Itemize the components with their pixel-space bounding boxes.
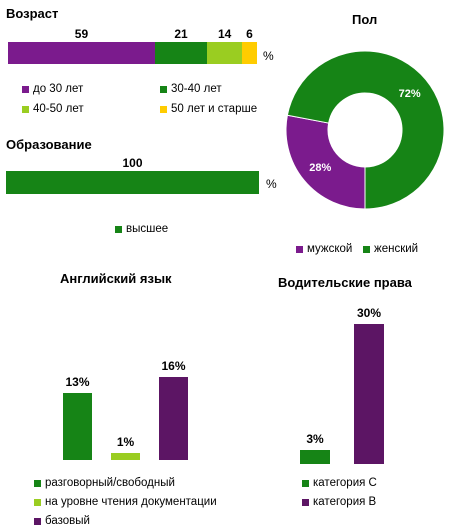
education-bar-value-label: 100	[122, 156, 143, 170]
age-legend-item: 30-40 лет	[160, 83, 222, 95]
age-bar-value-label: 6	[246, 27, 253, 41]
gender-donut-slice-label: 28%	[309, 162, 331, 174]
age-bar-segment	[8, 42, 155, 64]
age-bar-value-label: 21	[174, 27, 188, 41]
english-bar	[159, 377, 188, 460]
legend-swatch-icon	[34, 517, 41, 525]
gender-legend-label: мужской	[307, 243, 353, 255]
license-legend-item: категория С	[302, 477, 377, 489]
age-legend-label: до 30 лет	[33, 83, 84, 95]
english-legend-label: базовый	[45, 515, 90, 527]
education-unit-label: %	[266, 177, 277, 191]
age-bar-value-label: 14	[217, 27, 232, 41]
legend-swatch-icon	[22, 105, 29, 113]
english-legend-item: базовый	[34, 515, 90, 527]
license-chart-title: Водительские права	[278, 275, 412, 290]
education-legend-label: высшее	[126, 223, 169, 235]
legend-swatch-icon	[34, 479, 41, 487]
age-bar-segment	[154, 42, 208, 64]
license-bar-value-label: 30%	[356, 306, 382, 320]
age-legend-item: до 30 лет	[22, 83, 83, 95]
gender-donut-chart: 28% 72%	[285, 50, 445, 210]
education-bar	[6, 171, 259, 194]
legend-swatch-icon	[34, 498, 41, 506]
legend-swatch-icon	[115, 225, 122, 233]
age-bar-segment	[242, 42, 257, 64]
legend-swatch-icon	[363, 245, 370, 253]
license-bar-value-label: 3%	[306, 432, 324, 446]
english-legend-label: на уровне чтения документации	[45, 496, 217, 508]
english-legend-item: на уровне чтения документации	[34, 496, 217, 508]
education-chart-title: Образование	[6, 137, 92, 152]
age-chart-title: Возраст	[6, 6, 59, 21]
license-bar	[300, 450, 330, 464]
gender-legend-item: мужской	[296, 243, 352, 255]
english-bar-value-label: 16%	[161, 359, 186, 373]
gender-donut-slice	[285, 114, 366, 210]
legend-swatch-icon	[296, 245, 303, 253]
legend-swatch-icon	[160, 85, 167, 93]
english-legend-item: разговорный/свободный	[34, 477, 175, 489]
age-bar-value-label: 59	[74, 27, 89, 41]
gender-chart-title: Пол	[352, 12, 378, 27]
gender-legend-item: женский	[363, 243, 418, 255]
legend-swatch-icon	[302, 479, 309, 487]
english-legend-label: разговорный/свободный	[45, 477, 175, 489]
legend-swatch-icon	[160, 105, 167, 113]
age-legend-item: 40-50 лет	[22, 103, 84, 115]
age-legend-label: 50 лет и старше	[171, 103, 258, 115]
english-bar-value-label: 13%	[65, 374, 90, 389]
age-legend-label: 30-40 лет	[171, 83, 222, 95]
license-legend-label: категория В	[313, 496, 377, 508]
age-unit-label: %	[263, 49, 274, 63]
english-bar	[63, 392, 92, 460]
age-legend-label: 40-50 лет	[33, 103, 84, 115]
gender-legend-label: женский	[374, 243, 419, 255]
english-chart-title: Английский язык	[60, 271, 172, 286]
license-legend-item: категория В	[302, 496, 376, 508]
license-bar	[354, 324, 384, 464]
english-bar-value-label: 1%	[116, 435, 135, 449]
legend-swatch-icon	[302, 498, 309, 506]
gender-donut-slice-label: 72%	[399, 88, 421, 100]
age-bar-segment	[207, 42, 243, 64]
legend-swatch-icon	[22, 85, 29, 93]
license-legend-label: категория С	[313, 477, 377, 489]
english-bar	[111, 453, 140, 460]
age-legend-item: 50 лет и старше	[160, 103, 257, 115]
gender-donut-slice	[286, 50, 445, 210]
education-legend-item: высшее	[115, 223, 168, 235]
